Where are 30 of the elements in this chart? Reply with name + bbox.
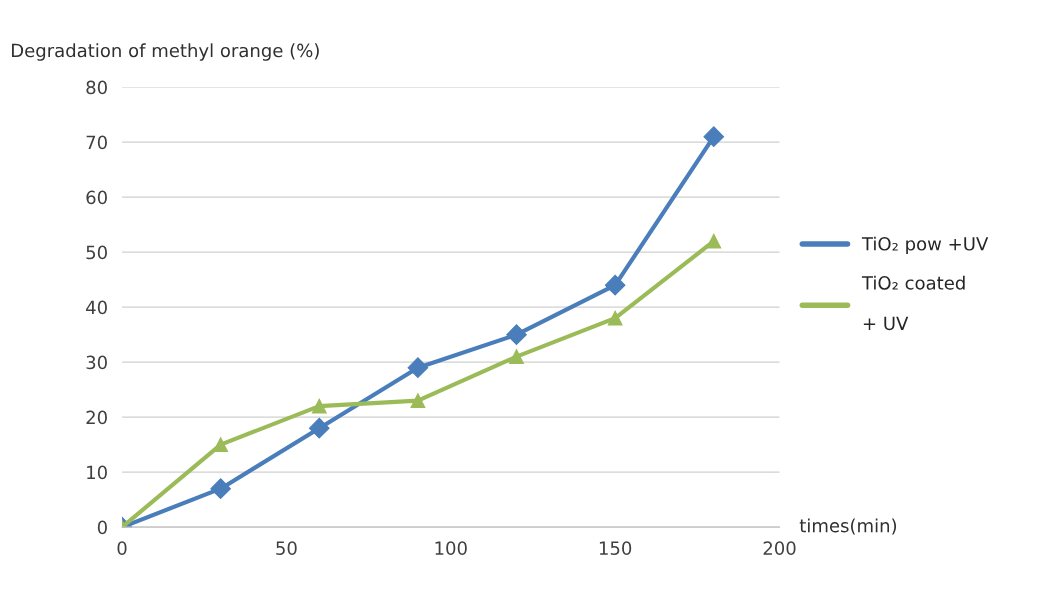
point: [410, 393, 426, 409]
y-tick-label: 70: [86, 135, 107, 150]
x-tick-label: 50: [276, 541, 297, 556]
legend-label: TiO₂ pow +UV: [861, 236, 989, 255]
y-tick-label: 10: [87, 465, 107, 480]
point: [407, 357, 429, 378]
point: [311, 398, 327, 414]
y-tick-label: 40: [86, 300, 107, 315]
point: [506, 324, 527, 345]
y-tick-label: 30: [86, 355, 107, 370]
point: [213, 437, 229, 453]
x-tick-label: 200: [763, 541, 796, 556]
x-tick-label: 0: [117, 541, 127, 556]
point: [210, 478, 231, 499]
point: [706, 233, 722, 249]
point: [703, 126, 725, 147]
x-axis-title: times(min): [799, 518, 897, 535]
point: [607, 310, 623, 326]
y-tick-label: 80: [86, 80, 107, 95]
y-tick-label: 50: [86, 245, 107, 260]
x-tick-label: 100: [435, 541, 467, 556]
text: TiO₂ coated + UV: [861, 275, 965, 331]
y-tick-label: 60: [86, 190, 107, 205]
y-tick-label: 20: [86, 410, 107, 425]
point: [509, 349, 524, 365]
y-tick-label: 0: [97, 520, 107, 535]
y-axis-title: Degradation of methyl orange (%): [12, 43, 319, 61]
point: [604, 274, 626, 296]
point: [308, 417, 330, 439]
x-tick-label: 150: [599, 541, 632, 556]
